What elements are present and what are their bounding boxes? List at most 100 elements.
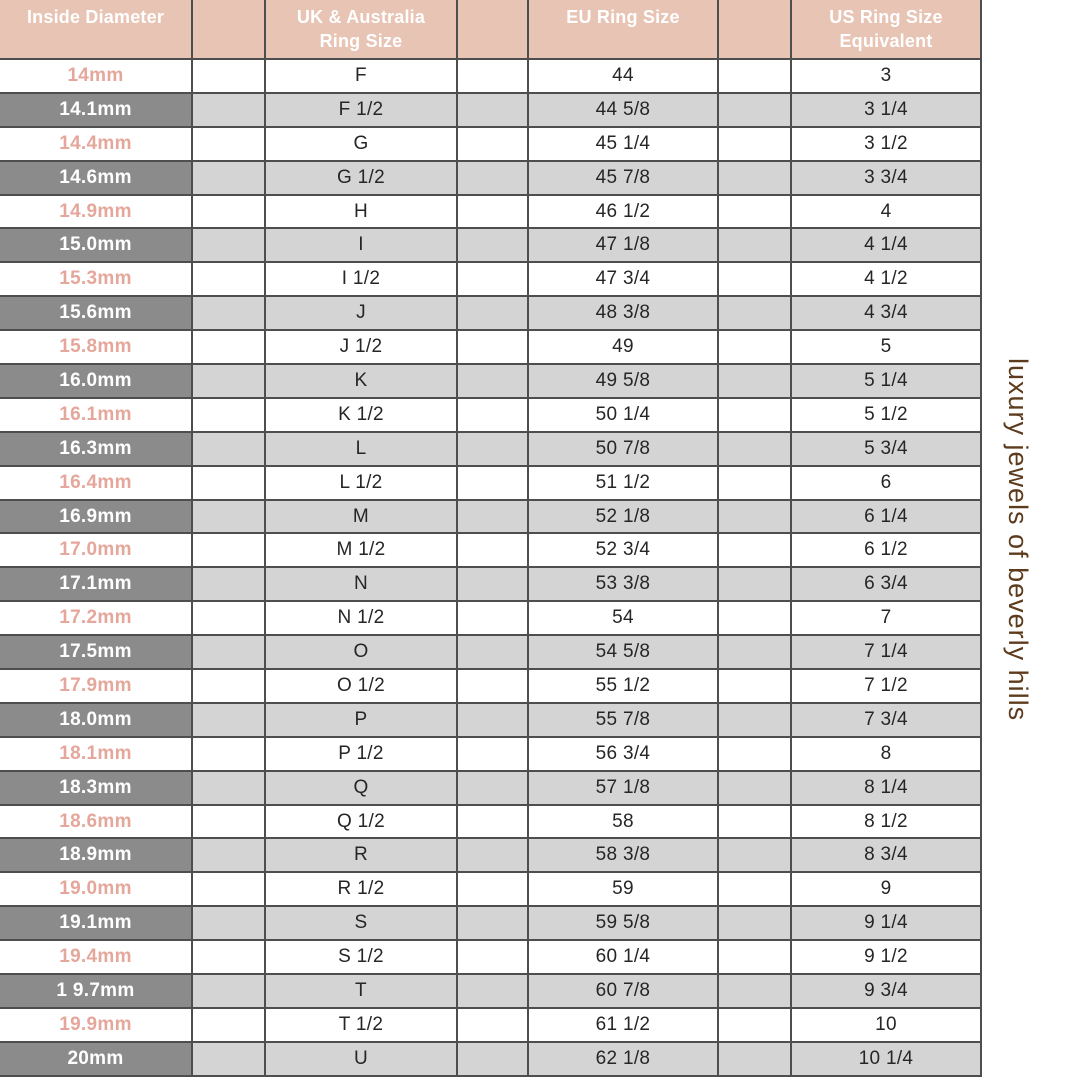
spacer-cell — [193, 534, 264, 567]
uk-size-cell: S 1/2 — [266, 941, 456, 974]
uk-size-cell: P — [266, 703, 456, 736]
eu-size-cell: 46 1/2 — [529, 195, 717, 228]
eu-size-cell: 45 1/4 — [529, 127, 717, 160]
diameter-cell: 14.1mm — [0, 93, 191, 126]
diameter-cell: 16.3mm — [0, 432, 191, 465]
spacer-cell — [719, 737, 790, 770]
us-size-cell: 7 1/4 — [792, 636, 980, 669]
eu-size-cell: 54 5/8 — [529, 636, 717, 669]
spacer-cell — [193, 365, 264, 397]
us-size-cell: 9 3/4 — [792, 975, 980, 1007]
spacer-cell — [193, 805, 264, 838]
spacer-cell — [719, 568, 790, 601]
us-size-cell: 7 — [792, 602, 980, 635]
spacer-cell — [458, 839, 527, 872]
header-eu-ring-size: EU Ring Size — [529, 0, 717, 58]
spacer-cell — [719, 263, 790, 296]
spacer-cell — [719, 161, 790, 194]
spacer-cell — [193, 263, 264, 296]
spacer-cell — [193, 432, 264, 465]
spacer-cell — [458, 771, 527, 804]
spacer-cell — [458, 195, 527, 228]
spacer-cell — [458, 398, 527, 431]
diameter-cell: 19.0mm — [0, 873, 191, 906]
eu-size-cell: 59 — [529, 873, 717, 906]
spacer-cell — [458, 127, 527, 160]
us-size-cell: 7 1/2 — [792, 670, 980, 702]
spacer-cell — [458, 93, 527, 126]
spacer-cell — [193, 670, 264, 702]
eu-size-cell: 55 7/8 — [529, 703, 717, 736]
spacer-cell — [458, 602, 527, 635]
spacer-cell — [719, 297, 790, 330]
us-size-cell: 3 1/4 — [792, 93, 980, 126]
spacer-cell — [719, 229, 790, 262]
header-inside-diameter: Inside Diameter — [0, 0, 191, 58]
spacer-cell — [458, 941, 527, 974]
us-size-cell: 8 1/2 — [792, 805, 980, 838]
eu-size-cell: 49 — [529, 331, 717, 364]
uk-size-cell: L — [266, 432, 456, 465]
diameter-cell: 17.0mm — [0, 534, 191, 567]
spacer-cell — [458, 670, 527, 702]
diameter-cell: 20mm — [0, 1042, 191, 1075]
us-size-cell: 6 3/4 — [792, 568, 980, 601]
spacer-cell — [193, 839, 264, 872]
eu-size-cell: 62 1/8 — [529, 1042, 717, 1075]
us-size-cell: 10 — [792, 1008, 980, 1041]
spacer-cell — [719, 93, 790, 126]
spacer-cell — [719, 127, 790, 160]
spacer-cell — [719, 398, 790, 431]
diameter-cell: 17.2mm — [0, 602, 191, 635]
eu-size-cell: 57 1/8 — [529, 771, 717, 804]
eu-size-cell: 55 1/2 — [529, 670, 717, 702]
spacer-cell — [719, 534, 790, 567]
eu-size-cell: 56 3/4 — [529, 737, 717, 770]
spacer-cell — [719, 907, 790, 940]
diameter-cell: 19.4mm — [0, 941, 191, 974]
spacer-cell — [193, 771, 264, 804]
spacer-cell — [719, 432, 790, 465]
diameter-cell: 17.9mm — [0, 670, 191, 702]
uk-size-cell: S — [266, 907, 456, 940]
us-size-cell: 7 3/4 — [792, 703, 980, 736]
spacer-cell — [458, 534, 527, 567]
us-size-cell: 4 — [792, 195, 980, 228]
brand-watermark: luxury jewels of beverly hills — [1003, 358, 1033, 722]
us-size-cell: 3 — [792, 60, 980, 92]
eu-size-cell: 58 3/8 — [529, 839, 717, 872]
uk-size-cell: I — [266, 229, 456, 262]
spacer-cell — [193, 703, 264, 736]
eu-size-cell: 60 7/8 — [529, 975, 717, 1007]
spacer-cell — [458, 466, 527, 499]
spacer-cell — [719, 60, 790, 92]
uk-size-cell: N 1/2 — [266, 602, 456, 635]
spacer-cell — [458, 60, 527, 92]
spacer-cell — [193, 737, 264, 770]
spacer-cell — [193, 93, 264, 126]
eu-size-cell: 50 7/8 — [529, 432, 717, 465]
spacer-cell — [458, 161, 527, 194]
spacer-cell — [193, 636, 264, 669]
us-size-cell: 4 1/2 — [792, 263, 980, 296]
spacer-cell — [719, 331, 790, 364]
us-size-cell: 9 — [792, 873, 980, 906]
spacer-cell — [193, 398, 264, 431]
uk-size-cell: T 1/2 — [266, 1008, 456, 1041]
uk-size-cell: K 1/2 — [266, 398, 456, 431]
spacer-cell — [719, 873, 790, 906]
eu-size-cell: 52 1/8 — [529, 500, 717, 533]
diameter-cell: 18.1mm — [0, 737, 191, 770]
diameter-cell: 16.9mm — [0, 500, 191, 533]
uk-size-cell: N — [266, 568, 456, 601]
spacer-cell — [193, 161, 264, 194]
uk-size-cell: F — [266, 60, 456, 92]
uk-size-cell: K — [266, 365, 456, 397]
spacer-cell — [719, 975, 790, 1007]
uk-size-cell: J — [266, 297, 456, 330]
spacer-cell — [193, 60, 264, 92]
diameter-cell: 18.9mm — [0, 839, 191, 872]
spacer-cell — [458, 805, 527, 838]
us-size-cell: 3 3/4 — [792, 161, 980, 194]
